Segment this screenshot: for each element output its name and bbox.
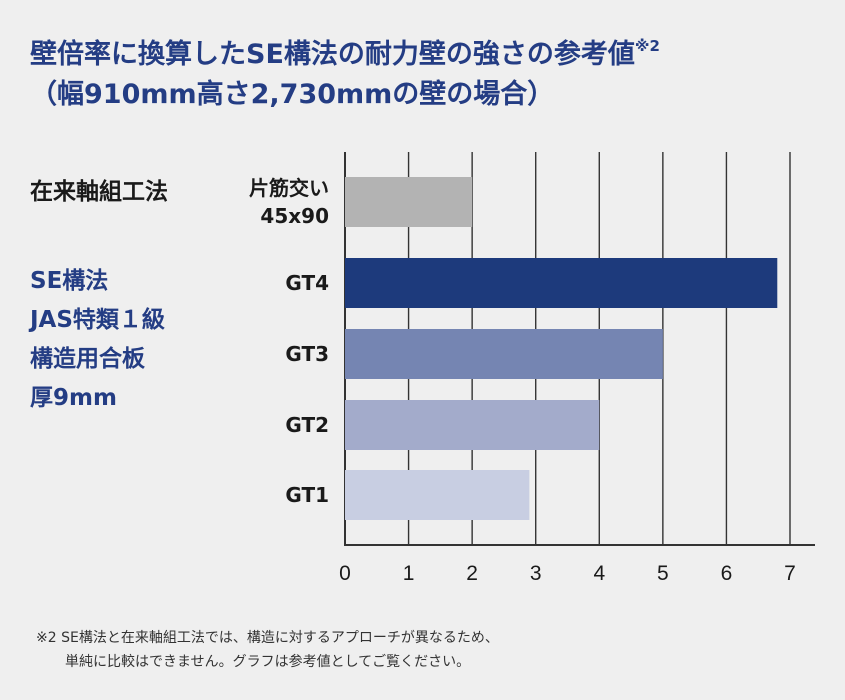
category-label: GT4	[285, 271, 329, 295]
x-tick-label: 5	[657, 562, 669, 585]
footnote: ※2 SE構法と在来軸組工法では、構造に対するアプローチが異なるため、 単純に比…	[36, 626, 499, 674]
category-label: GT3	[285, 342, 329, 366]
bar	[345, 470, 530, 520]
bar	[345, 329, 663, 379]
chart-title: 壁倍率に換算したSE構法の耐力壁の強さの参考値※2 （幅910mm高さ2,730…	[30, 26, 660, 115]
se-label-line: 厚9mm	[30, 385, 117, 411]
chart-title-line2: （幅910mm高さ2,730mmの壁の場合）	[30, 79, 555, 110]
x-tick-label: 6	[721, 562, 733, 585]
x-tick-label: 2	[466, 562, 478, 585]
footnote-line2: 単純に比較はできません。グラフは参考値としてご覧ください。	[65, 654, 471, 670]
category-label: GT2	[285, 413, 329, 437]
category-label: GT1	[285, 483, 329, 507]
x-tick-label: 0	[339, 562, 351, 585]
category-label: 45x90	[260, 204, 329, 228]
se-label-line: SE構法	[30, 268, 109, 294]
x-tick-label: 4	[593, 562, 605, 585]
se-label-line: JAS特類１級	[30, 307, 165, 333]
se-label-line: 構造用合板	[30, 346, 145, 372]
footnote-line1: ※2 SE構法と在来軸組工法では、構造に対するアプローチが異なるため、	[36, 630, 499, 646]
title-footnote-mark: ※2	[634, 37, 660, 55]
chart-title-line1: 壁倍率に換算したSE構法の耐力壁の強さの参考値※2	[30, 37, 660, 70]
x-tick-label: 3	[530, 562, 542, 585]
bar	[345, 177, 473, 227]
conventional-method-label: 在来軸組工法	[30, 179, 168, 205]
bar	[345, 258, 778, 308]
se-method-label: SE構法 JAS特類１級 構造用合板 厚9mm	[30, 262, 165, 418]
x-tick-label: 1	[403, 562, 415, 585]
category-label: 片筋交い	[249, 176, 329, 200]
bar	[345, 400, 600, 450]
x-tick-label: 7	[784, 562, 796, 585]
